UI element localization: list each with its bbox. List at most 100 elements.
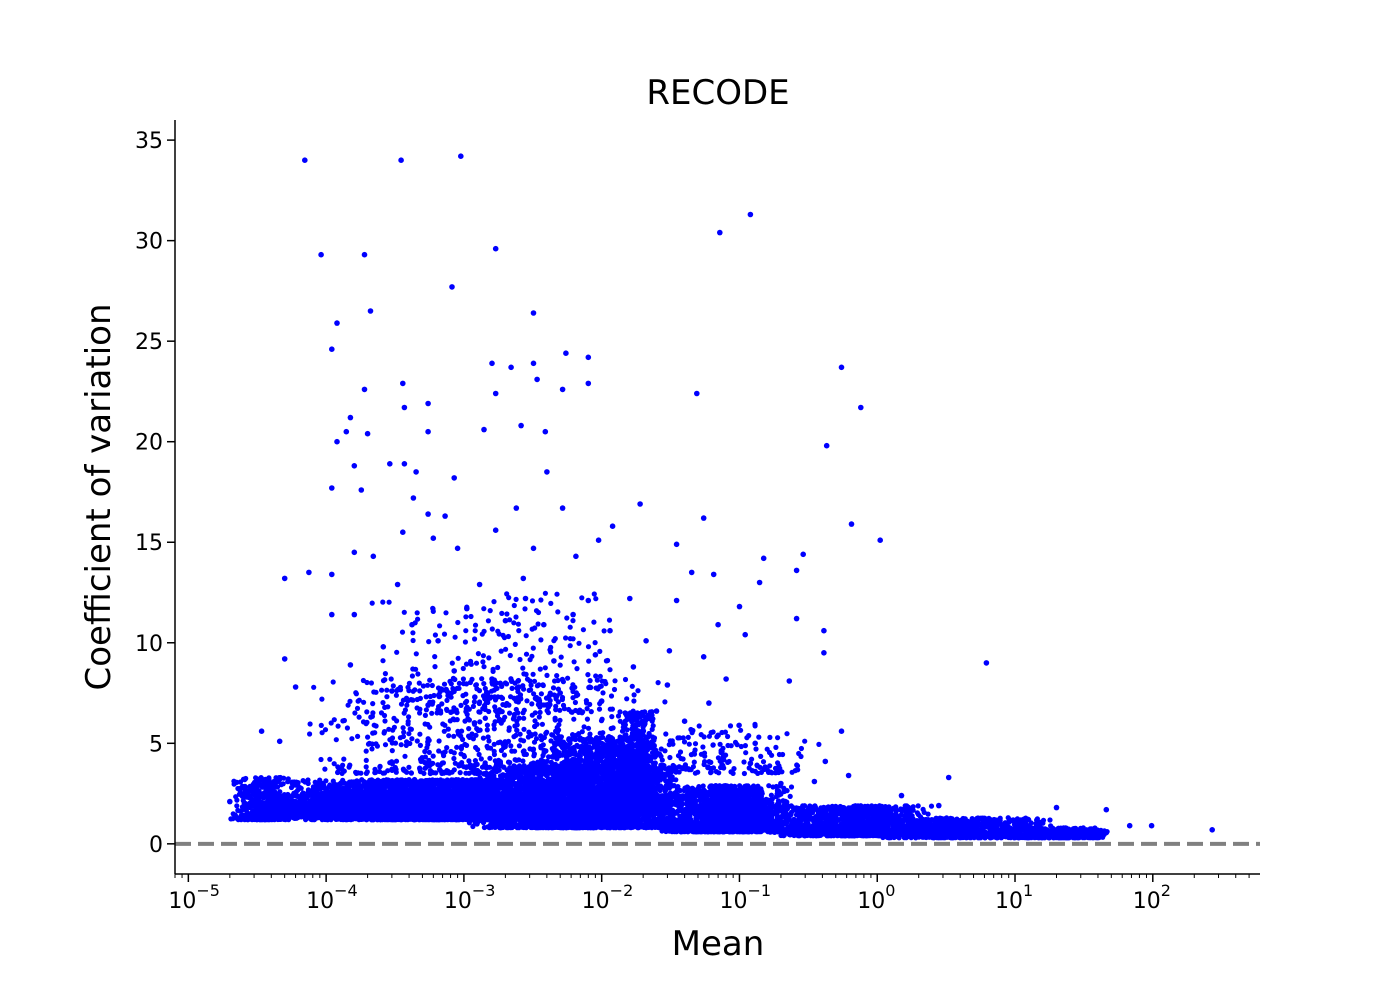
- data-point: [413, 782, 419, 788]
- data-point: [383, 777, 390, 783]
- data-point: [416, 814, 422, 820]
- data-point: [364, 780, 370, 786]
- data-point: [329, 783, 335, 790]
- data-point: [397, 804, 403, 810]
- data-point: [300, 778, 306, 784]
- data-point: [374, 799, 380, 806]
- data-point: [450, 777, 456, 783]
- data-point: [461, 813, 468, 819]
- data-point: [301, 802, 307, 808]
- data-point: [295, 783, 301, 789]
- data-point: [253, 775, 259, 781]
- data-point: [436, 782, 442, 788]
- data-point: [343, 806, 350, 812]
- data-point: [302, 810, 309, 816]
- chart-title: RECODE: [646, 73, 789, 113]
- data-point: [460, 797, 466, 803]
- data-point: [337, 799, 343, 806]
- data-point: [354, 795, 360, 801]
- data-point: [359, 777, 365, 783]
- data-point: [455, 797, 461, 803]
- data-point: [378, 814, 384, 820]
- data-point: [359, 795, 365, 802]
- data-point: [389, 777, 395, 784]
- data-points: [227, 153, 1215, 841]
- data-point: [321, 782, 327, 789]
- data-point: [446, 793, 452, 799]
- data-point: [316, 799, 322, 805]
- data-point: [332, 792, 338, 798]
- data-point: [364, 793, 370, 799]
- data-point: [399, 797, 405, 803]
- data-point: [441, 799, 448, 806]
- data-point: [234, 803, 240, 809]
- data-point: [421, 813, 427, 819]
- data-point: [334, 808, 340, 814]
- data-point: [393, 811, 399, 818]
- data-point: [366, 809, 372, 815]
- data-point: [369, 797, 375, 803]
- data-point: [448, 804, 454, 810]
- data-point: [452, 805, 458, 811]
- data-point: [355, 781, 361, 788]
- data-point: [380, 803, 386, 809]
- data-point: [404, 805, 410, 812]
- data-point: [434, 790, 440, 796]
- data-point: [437, 814, 443, 820]
- data-point: [405, 789, 411, 795]
- data-point: [323, 808, 329, 815]
- data-point: [406, 794, 412, 800]
- data-point: [458, 802, 464, 808]
- data-point: [330, 778, 336, 784]
- data-point: [453, 790, 460, 796]
- data-point: [302, 815, 308, 821]
- data-point: [413, 799, 420, 805]
- data-point: [341, 791, 347, 797]
- data-point: [454, 812, 461, 819]
- data-point: [403, 801, 409, 807]
- data-point: [343, 801, 349, 807]
- data-point: [344, 783, 350, 790]
- data-point: [333, 815, 339, 821]
- data-point: [373, 792, 379, 798]
- data-point: [309, 808, 315, 815]
- data-point: [336, 781, 342, 788]
- data-point: [349, 781, 355, 788]
- data-point: [375, 777, 381, 783]
- data-point: [429, 791, 435, 798]
- data-point: [450, 798, 456, 804]
- data-point: [426, 798, 432, 804]
- data-point: [434, 807, 440, 813]
- data-point: [314, 813, 320, 819]
- data-point: [417, 805, 423, 812]
- data-point: [446, 784, 452, 790]
- data-point: [408, 799, 414, 805]
- data-point: [326, 802, 332, 808]
- data-point: [349, 814, 355, 820]
- data-point: [383, 813, 389, 820]
- data-point: [427, 787, 433, 793]
- data-point: [452, 782, 458, 789]
- data-point: [359, 814, 365, 821]
- data-point: [369, 814, 375, 820]
- data-point: [352, 803, 358, 809]
- data-point: [370, 779, 376, 785]
- data-point: [412, 776, 418, 783]
- data-point: [410, 789, 416, 795]
- data-point: [423, 780, 430, 787]
- data-point: [427, 807, 433, 813]
- data-point: [320, 803, 326, 809]
- data-point: [401, 814, 407, 821]
- data-point: [316, 783, 323, 790]
- data-point: [443, 804, 449, 810]
- data-point: [394, 778, 400, 784]
- data-point: [442, 813, 448, 819]
- data-point: [392, 791, 398, 797]
- data-point: [409, 810, 415, 816]
- data-point: [369, 805, 375, 811]
- data-point: [308, 798, 315, 805]
- data-point: [304, 793, 310, 799]
- data-point: [293, 793, 299, 799]
